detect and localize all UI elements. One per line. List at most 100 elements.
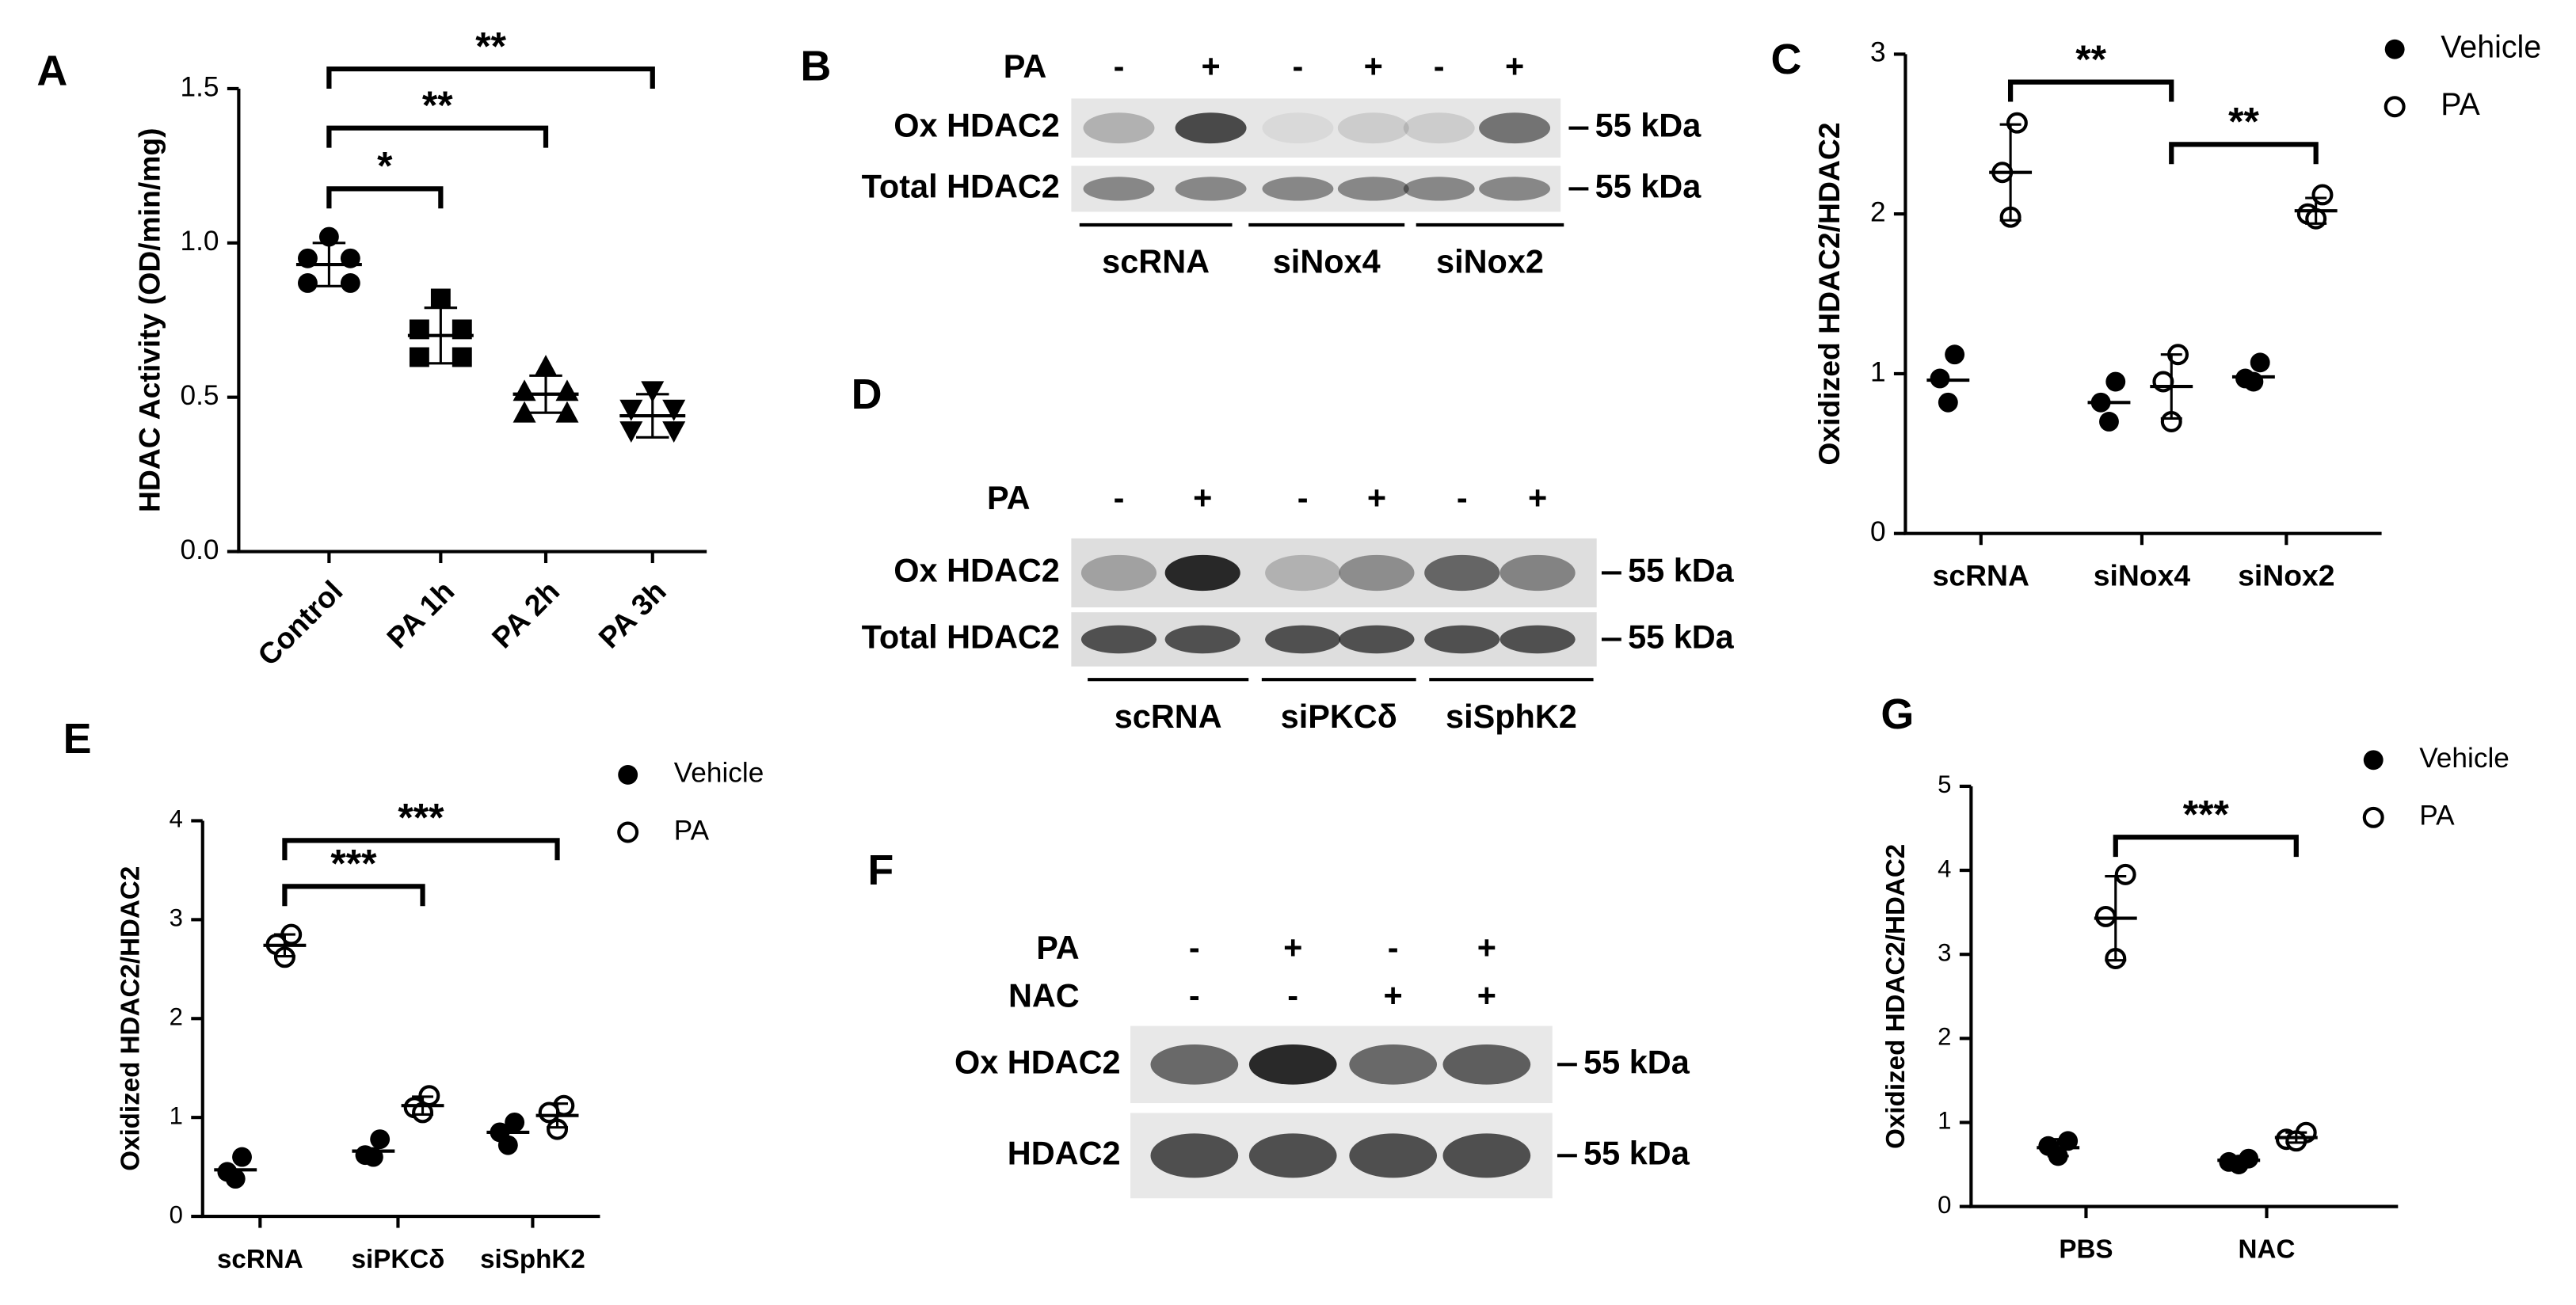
- panel-label: B: [800, 42, 831, 89]
- error-bar: [547, 1102, 569, 1129]
- error-bar: [529, 374, 562, 414]
- blot-band: [1424, 554, 1500, 592]
- legend-label: PA: [2419, 801, 2455, 831]
- significance-bracket: [326, 125, 549, 148]
- y-tick-label: 0: [170, 1200, 183, 1228]
- blot-strip: [1071, 166, 1561, 212]
- significance-bracket: [282, 838, 560, 861]
- blot-strip: [1071, 538, 1597, 607]
- condition-sign: -: [1114, 479, 1125, 516]
- data-point: [2099, 412, 2119, 432]
- data-point: [232, 1147, 252, 1167]
- x-tick-label: siNox4: [2094, 559, 2191, 592]
- data-point: [2094, 905, 2117, 927]
- condition-sign: +: [1201, 48, 1220, 85]
- panel-label: E: [63, 715, 92, 763]
- size-marker: 55 kDa: [1595, 167, 1702, 204]
- data-point: [370, 1129, 391, 1150]
- data-point: [555, 379, 579, 401]
- data-point: [534, 355, 558, 377]
- data-point: [298, 273, 318, 293]
- blot-band: [1083, 177, 1155, 201]
- axes: [200, 820, 600, 1219]
- legend-marker: [617, 821, 639, 843]
- condition-sign: +: [1384, 976, 1403, 1014]
- blot-band: [1262, 112, 1334, 144]
- blot-band: [1339, 625, 1415, 654]
- condition-sign: +: [1477, 976, 1496, 1014]
- error-bar: [2105, 874, 2127, 962]
- x-tick-label: siNox2: [2238, 559, 2334, 592]
- panel-label: D: [852, 371, 882, 418]
- condition-sign: +: [1364, 48, 1383, 85]
- group-label: scRNA: [1102, 243, 1210, 280]
- y-axis-label: Oxidized HDAC2/HDAC2: [1812, 122, 1846, 465]
- significance-label: ***: [398, 796, 444, 840]
- blot-band: [1175, 177, 1247, 201]
- blot-band: [1080, 625, 1157, 654]
- data-point: [1938, 392, 1958, 413]
- error-bar: [2305, 196, 2327, 225]
- panel-label: A: [36, 48, 67, 95]
- blot-band: [1164, 554, 1240, 592]
- condition-sign: +: [1193, 479, 1212, 516]
- blot-band: [1150, 1133, 1239, 1178]
- condition-sign: +: [1367, 479, 1386, 516]
- y-tick-label: 5: [1938, 770, 1951, 798]
- size-marker: 55 kDa: [1628, 618, 1735, 655]
- y-tick-label: 1.5: [181, 71, 219, 102]
- error-bar: [2285, 1131, 2307, 1144]
- data-point: [318, 226, 339, 247]
- condition-sign: -: [1287, 976, 1298, 1014]
- condition-name: NAC: [1008, 976, 1080, 1014]
- data-point: [513, 401, 536, 423]
- y-tick-label: 2: [1870, 196, 1886, 227]
- blot-band: [1499, 554, 1576, 592]
- y-tick-label: 0.0: [181, 535, 219, 565]
- row-name: Total HDAC2: [862, 167, 1060, 204]
- y-tick-label: 2: [1938, 1023, 1951, 1051]
- legend-marker: [2362, 806, 2384, 828]
- blot-band: [1175, 112, 1247, 144]
- blot-band: [1339, 554, 1415, 592]
- blot-band: [1479, 112, 1551, 144]
- group-label: siNox2: [1436, 243, 1544, 280]
- condition-name: PA: [1004, 48, 1047, 85]
- legend-marker: [2384, 96, 2406, 118]
- panel-label: C: [1770, 36, 1801, 83]
- y-axis-label: Oxidized HDAC2/HDAC2: [1881, 844, 1911, 1149]
- legend-label: Vehicle: [2441, 30, 2541, 65]
- blot-band: [1442, 1133, 1531, 1178]
- significance-label: **: [475, 24, 506, 68]
- blot-band: [1337, 112, 1409, 144]
- blot-band: [1499, 625, 1576, 654]
- blot-band: [1403, 177, 1475, 201]
- group-label: siPKCδ: [1281, 698, 1397, 735]
- condition-name: PA: [1036, 929, 1080, 966]
- significance-label: **: [422, 83, 453, 127]
- x-tick-label: scRNA: [217, 1245, 303, 1274]
- y-tick-label: 3: [170, 904, 183, 932]
- data-point: [2058, 1131, 2079, 1151]
- group-label: siNox4: [1273, 243, 1381, 280]
- condition-sign: -: [1189, 976, 1200, 1014]
- x-tick-label: PA 2h: [486, 574, 566, 655]
- y-tick-label: 4: [1938, 854, 1951, 882]
- data-point: [497, 1135, 518, 1155]
- row-name: Total HDAC2: [862, 618, 1060, 655]
- data-point: [340, 273, 360, 293]
- y-axis-label: HDAC Activity (OD/min/mg): [132, 127, 166, 512]
- size-marker: 55 kDa: [1595, 107, 1702, 144]
- x-tick-label: siSphK2: [480, 1245, 585, 1274]
- data-point: [1945, 344, 1965, 365]
- data-point: [2250, 352, 2270, 373]
- data-point: [619, 399, 643, 421]
- condition-sign: -: [1457, 479, 1468, 516]
- significance-bracket: [2169, 142, 2319, 165]
- blot-band: [1265, 625, 1341, 654]
- condition-sign: -: [1388, 929, 1399, 966]
- condition-sign: +: [1477, 929, 1496, 966]
- significance-bracket: [326, 66, 655, 89]
- significance-bracket: [326, 186, 444, 209]
